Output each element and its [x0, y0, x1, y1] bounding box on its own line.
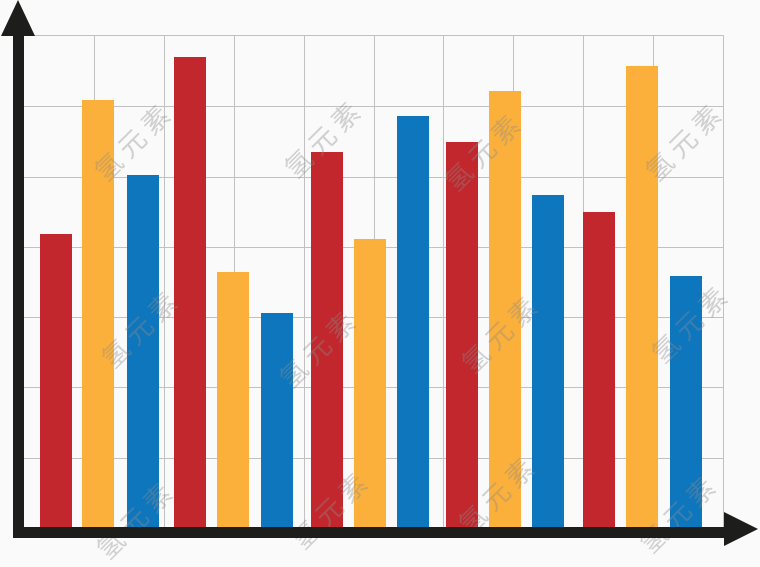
- bar-red: [40, 234, 72, 528]
- y-axis-arrow-icon: [1, 0, 35, 36]
- grid-line-horizontal: [24, 106, 723, 108]
- x-axis: [13, 527, 724, 538]
- bar-red: [446, 142, 478, 528]
- bar-yellow: [217, 272, 249, 528]
- bar-blue: [532, 195, 564, 528]
- bar-red: [174, 57, 206, 528]
- y-axis: [13, 28, 24, 538]
- bar-blue: [127, 175, 159, 528]
- bar-yellow: [354, 239, 386, 528]
- bar-yellow: [626, 66, 658, 528]
- bar-blue: [670, 276, 702, 528]
- bar-blue: [261, 313, 293, 528]
- plot-area: [24, 35, 724, 528]
- grid-line-horizontal: [24, 176, 723, 178]
- grid-line-vertical: [163, 36, 165, 528]
- grid-line-vertical: [303, 36, 305, 528]
- x-axis-arrow-icon: [724, 512, 758, 546]
- grid-line-vertical: [443, 36, 445, 528]
- bar-yellow: [82, 100, 114, 528]
- bar-yellow: [489, 91, 521, 528]
- bar-blue: [397, 116, 429, 528]
- bar-red: [311, 152, 343, 528]
- bar-red: [583, 212, 615, 528]
